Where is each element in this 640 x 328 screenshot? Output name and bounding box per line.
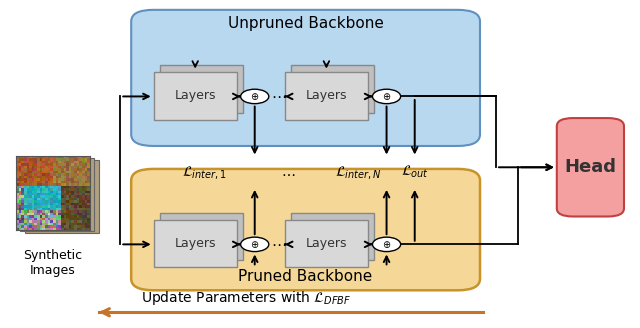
Circle shape [241, 89, 269, 104]
Text: Layers: Layers [175, 237, 216, 250]
FancyBboxPatch shape [291, 65, 374, 113]
Text: $\oplus$: $\oplus$ [382, 239, 391, 250]
Text: $\oplus$: $\oplus$ [382, 91, 391, 102]
Text: $\mathcal{L}_{inter,1}$: $\mathcal{L}_{inter,1}$ [182, 164, 227, 181]
Text: Layers: Layers [306, 237, 347, 250]
FancyBboxPatch shape [131, 10, 480, 146]
Text: Synthetic
Images: Synthetic Images [23, 249, 82, 277]
Text: Layers: Layers [175, 90, 216, 102]
Text: $\oplus$: $\oplus$ [250, 91, 259, 102]
Text: Update Parameters with $\mathcal{L}_{DFBF}$: Update Parameters with $\mathcal{L}_{DFB… [141, 289, 351, 307]
FancyBboxPatch shape [285, 220, 368, 267]
Text: Unpruned Backbone: Unpruned Backbone [228, 16, 383, 31]
Circle shape [372, 237, 401, 252]
FancyBboxPatch shape [154, 72, 237, 120]
Circle shape [372, 89, 401, 104]
Text: $\mathcal{L}_{inter,N}$: $\mathcal{L}_{inter,N}$ [335, 164, 381, 181]
FancyBboxPatch shape [154, 220, 237, 267]
Text: $\oplus$: $\oplus$ [250, 239, 259, 250]
FancyBboxPatch shape [291, 213, 374, 260]
Text: Pruned Backbone: Pruned Backbone [239, 269, 372, 284]
Circle shape [241, 237, 269, 252]
Text: $\ldots$: $\ldots$ [281, 165, 295, 179]
FancyBboxPatch shape [131, 169, 480, 290]
FancyBboxPatch shape [20, 158, 94, 231]
FancyBboxPatch shape [25, 160, 99, 233]
Text: Head: Head [564, 158, 616, 176]
Text: $\mathcal{L}_{out}$: $\mathcal{L}_{out}$ [401, 164, 429, 180]
FancyBboxPatch shape [160, 213, 243, 260]
Text: $\cdots$: $\cdots$ [271, 236, 286, 251]
FancyBboxPatch shape [285, 72, 368, 120]
Text: $\cdots$: $\cdots$ [271, 88, 286, 103]
Text: Layers: Layers [306, 90, 347, 102]
FancyBboxPatch shape [557, 118, 624, 216]
FancyBboxPatch shape [160, 65, 243, 113]
